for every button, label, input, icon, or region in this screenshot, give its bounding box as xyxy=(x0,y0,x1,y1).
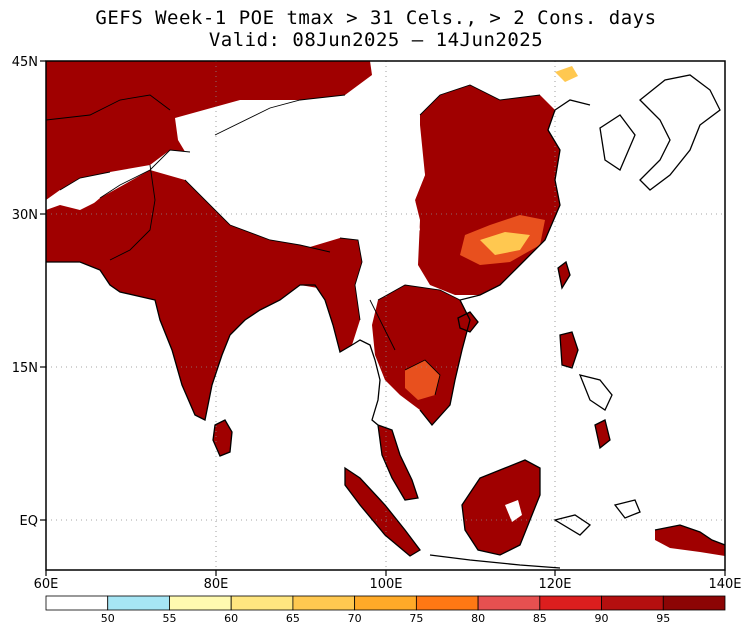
lat-label-45n: 45N xyxy=(12,55,38,70)
region-sri-lanka xyxy=(213,420,232,456)
colorbar-label: 85 xyxy=(533,612,547,625)
region-hainan xyxy=(458,312,478,332)
lat-label-15n: 15N xyxy=(12,361,38,376)
lat-label-eq: EQ xyxy=(20,514,38,529)
region-east-china-low xyxy=(480,232,530,255)
colorbar-label: 55 xyxy=(162,612,176,625)
colorbar-label: 65 xyxy=(286,612,300,625)
colorbar-bin xyxy=(662,595,726,611)
lon-label-100e: 100E xyxy=(369,577,402,592)
region-myanmar xyxy=(300,238,362,352)
region-malaya xyxy=(378,425,418,500)
lon-label-120e: 120E xyxy=(538,577,571,592)
region-sumatra xyxy=(345,468,420,556)
colorbar-bin xyxy=(292,595,356,611)
region-luzon xyxy=(560,332,578,368)
colorbar-bin xyxy=(354,595,417,611)
colorbar-label: 50 xyxy=(101,612,115,625)
lon-label-60e: 60E xyxy=(34,577,59,592)
colorbar-label: 90 xyxy=(595,612,609,625)
colorbar-bin xyxy=(477,595,541,611)
region-borneo-low xyxy=(505,500,522,522)
lat-ticks xyxy=(40,60,46,521)
colorbar-bin xyxy=(107,595,170,611)
colorbar-bin xyxy=(45,595,109,611)
region-mongolia-low xyxy=(555,66,578,82)
colorbar-label: 95 xyxy=(656,612,670,625)
colorbar-label: 75 xyxy=(409,612,423,625)
colorbar-label: 70 xyxy=(348,612,362,625)
gridlines xyxy=(46,61,725,570)
colorbar-label: 80 xyxy=(471,612,485,625)
region-indochina-mid xyxy=(405,360,440,400)
region-indochina xyxy=(372,285,470,425)
coastlines xyxy=(46,74,725,569)
probability-field xyxy=(46,61,725,556)
colorbar-bin xyxy=(169,595,232,611)
country-borders xyxy=(46,84,541,396)
colorbar-bin xyxy=(539,595,602,611)
colorbar-bin xyxy=(601,595,664,611)
map-title: GEFS Week-1 POE tmax > 31 Cels., > 2 Con… xyxy=(95,7,657,29)
region-india xyxy=(46,170,340,420)
colorbar-bin xyxy=(230,595,294,611)
region-borneo xyxy=(462,460,540,555)
region-tibet xyxy=(175,95,425,260)
lon-label-80e: 80E xyxy=(204,577,229,592)
region-new-guinea xyxy=(655,525,725,556)
colorbar-bin xyxy=(415,595,479,611)
map-valid-dates: Valid: 08Jun2025 – 14Jun2025 xyxy=(208,29,544,51)
colorbar: 50 55 60 65 70 75 80 85 90 95 xyxy=(45,595,726,625)
lon-ticks xyxy=(45,570,726,576)
lon-label-140e: 140E xyxy=(708,577,741,592)
colorbar-label: 60 xyxy=(224,612,238,625)
lat-label-30n: 30N xyxy=(12,208,38,223)
